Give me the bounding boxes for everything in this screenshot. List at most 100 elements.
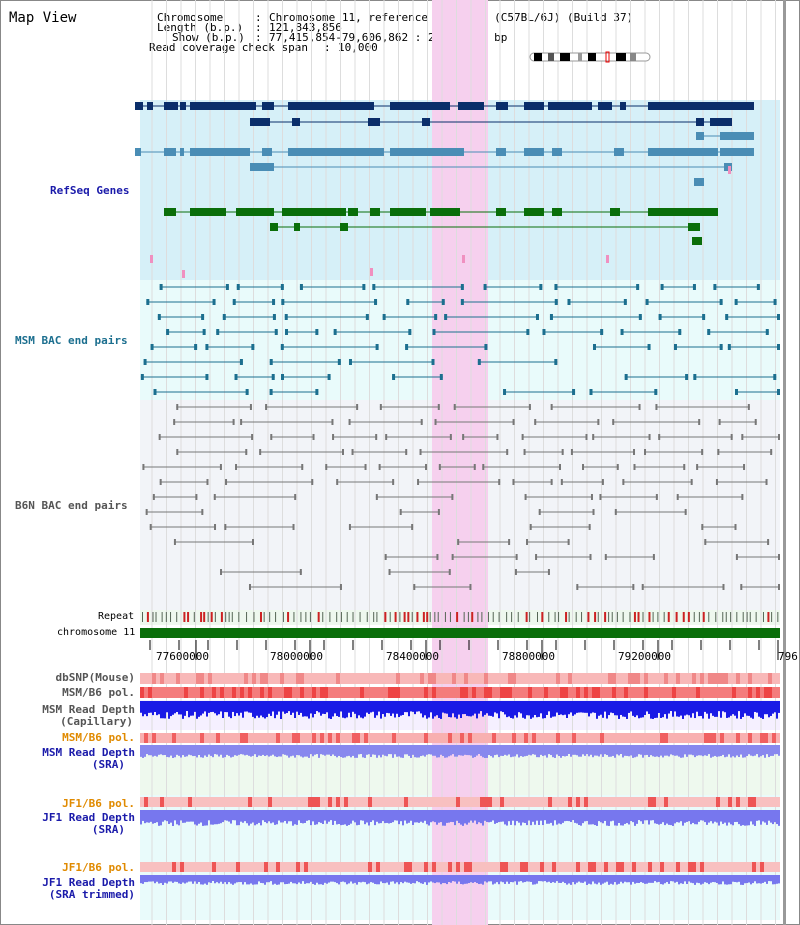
b6n-bac-end bbox=[158, 434, 161, 440]
jf1-pol-2-strip-cell bbox=[680, 862, 684, 872]
jf1-depth-2-bar bbox=[712, 875, 714, 883]
b6n-bac-end bbox=[270, 434, 273, 440]
jf1-depth-1-bar bbox=[446, 810, 448, 823]
msm-depth-capillary-bar bbox=[186, 701, 188, 712]
msm-depth-sra-bar bbox=[748, 745, 750, 755]
msm-b6-pol-strip-cell bbox=[340, 687, 344, 698]
msm-bac-end bbox=[202, 329, 206, 335]
repeat-tick bbox=[225, 612, 227, 622]
msm-depth-sra-bar bbox=[730, 745, 732, 758]
msm-depth-sra-bar bbox=[230, 745, 232, 758]
msm-depth-capillary-bar bbox=[378, 701, 380, 712]
jf1-depth-1-bar bbox=[380, 810, 382, 824]
msm-depth-sra-bar bbox=[402, 745, 404, 758]
jf1-pol-1-strip-cell bbox=[728, 797, 732, 807]
msm-depth-sra-bar bbox=[658, 745, 660, 758]
jf1-depth-1-bar bbox=[196, 810, 198, 826]
repeat-tick bbox=[373, 612, 375, 622]
repeat-tick bbox=[259, 612, 262, 622]
msm-b6-pol-sra-strip-cell bbox=[216, 733, 220, 743]
jf1-pol-1-strip-cell bbox=[712, 797, 716, 807]
jf1-pol-1-strip-cell bbox=[236, 797, 240, 807]
msm-depth-sra-bar bbox=[212, 745, 214, 758]
jf1-depth-2-bar bbox=[280, 875, 282, 883]
jf1-depth-2-bar bbox=[146, 875, 148, 883]
msm-bac-end bbox=[382, 314, 386, 320]
b6n-bac-end bbox=[325, 464, 328, 470]
repeat-tick bbox=[657, 612, 659, 622]
dbsnp-strip-cell bbox=[612, 673, 616, 684]
jf1-depth-2-bar bbox=[236, 875, 238, 883]
msm-depth-capillary-bar bbox=[188, 701, 190, 718]
jf1-depth-2-bar bbox=[228, 875, 230, 883]
jf1-depth-2-bar bbox=[758, 875, 760, 884]
msm-b6-pol-sra-strip-cell bbox=[584, 733, 588, 743]
jf1-pol-1-strip-cell bbox=[720, 797, 724, 807]
msm-depth-sra-bar bbox=[264, 745, 266, 757]
msm-b6-pol-strip-cell bbox=[532, 687, 536, 698]
b6n-bac-end bbox=[717, 449, 720, 455]
msm-depth-sra-bar bbox=[778, 745, 780, 756]
jf1-depth-1-bar bbox=[226, 810, 228, 821]
b6n-bac-end bbox=[683, 464, 686, 470]
msm-b6-pol-sra-strip-cell bbox=[460, 733, 464, 743]
jf1-pol-2-strip-cell bbox=[256, 862, 260, 872]
jf1-depth-1-bar bbox=[274, 810, 276, 825]
msm-depth-capillary-bar bbox=[308, 701, 310, 719]
msm-bac-end bbox=[441, 299, 445, 305]
jf1-depth-2-bar bbox=[708, 875, 710, 885]
repeat-tick bbox=[214, 612, 216, 622]
msm-b6-pol-strip-cell bbox=[272, 687, 276, 698]
jf1-depth-2-bar bbox=[358, 875, 360, 883]
jf1-pol-1-strip-cell bbox=[440, 797, 444, 807]
jf1-depth-2-bar bbox=[334, 875, 336, 883]
msm-depth-sra-bar bbox=[642, 745, 644, 758]
b6n-bac-end bbox=[743, 464, 746, 470]
msm-bac-end bbox=[707, 329, 711, 335]
jf1-depth-2-bar bbox=[390, 875, 392, 882]
jf1-depth-1-bar bbox=[210, 810, 212, 825]
jf1-depth-1-bar bbox=[156, 810, 158, 823]
msm-depth-capillary-bar bbox=[698, 701, 700, 717]
msm-depth-capillary-bar bbox=[154, 701, 156, 713]
msm-depth-capillary-bar bbox=[340, 701, 342, 712]
jf1-pol-2-strip-cell bbox=[664, 862, 668, 872]
msm-b6-pol-strip-cell bbox=[528, 687, 532, 698]
jf1-depth-1-bar bbox=[270, 810, 272, 824]
jf1-depth-2-bar bbox=[700, 875, 702, 885]
dbsnp-strip-cell bbox=[696, 673, 700, 684]
jf1-depth-2-bar bbox=[256, 875, 258, 885]
jf1-depth-1-bar bbox=[462, 810, 464, 826]
jf1-depth-2-bar bbox=[342, 875, 344, 882]
jf1-depth-1-bar bbox=[314, 810, 316, 825]
jf1-depth-2-bar bbox=[474, 875, 476, 883]
jf1-depth-2-bar bbox=[412, 875, 414, 883]
jf1-depth-1-bar bbox=[662, 810, 664, 823]
msm-depth-capillary-bar bbox=[650, 701, 652, 719]
jf1-depth-1-bar bbox=[298, 810, 300, 821]
jf1-depth-2-bar bbox=[230, 875, 232, 884]
msm-b6-pol-strip-cell bbox=[544, 687, 548, 698]
msm-depth-sra-bar bbox=[260, 745, 262, 756]
msm-depth-capillary-bar bbox=[364, 701, 366, 717]
b6n-bac-end bbox=[425, 464, 428, 470]
jf1-depth-2-bar bbox=[400, 875, 402, 883]
msm-depth-capillary-bar bbox=[750, 701, 752, 718]
jf1-depth-2-bar bbox=[416, 875, 418, 882]
msm-depth-capillary-bar bbox=[632, 701, 634, 716]
jf1-depth-2-bar bbox=[448, 875, 450, 883]
jf1-depth-2-bar bbox=[718, 875, 720, 885]
dbsnp-strip-cell bbox=[512, 673, 516, 684]
jf1-pol-1-strip-cell bbox=[568, 797, 572, 807]
msm-depth-capillary-bar bbox=[484, 701, 486, 715]
jf1-depth-1-bar bbox=[178, 810, 180, 826]
jf1-pol-1-strip-cell bbox=[172, 797, 176, 807]
msm-depth-capillary-bar bbox=[250, 701, 252, 713]
msm-depth-sra-bar bbox=[710, 745, 712, 758]
msm-bac-end bbox=[146, 299, 150, 305]
msm-b6-pol-sra-strip-cell bbox=[292, 733, 296, 743]
repeat-tick bbox=[300, 612, 302, 622]
b6n-bac-end bbox=[379, 404, 382, 410]
msm-bac-end bbox=[315, 389, 319, 395]
